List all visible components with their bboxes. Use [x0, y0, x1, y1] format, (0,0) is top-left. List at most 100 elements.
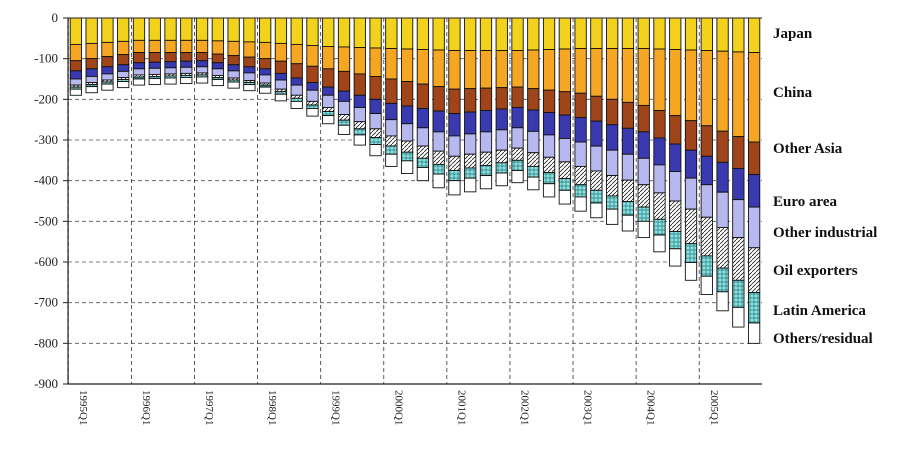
bar-segment-china [148, 39, 161, 54]
bar-segment-japan [243, 17, 256, 43]
bar-segment-other-industrial [432, 131, 445, 152]
bar-segment-japan [148, 17, 161, 41]
bar-segment-other-asia [195, 52, 209, 62]
bar-segment-china [274, 42, 288, 62]
bar-segment-japan [337, 17, 351, 48]
bar-segment-latin-america [637, 206, 650, 222]
x-tick-label: 2002Q1 [519, 390, 531, 425]
bar-segment-others-residual [684, 262, 698, 281]
bar-segment-euro-area [164, 61, 177, 69]
bar-segment-euro-area [195, 60, 209, 68]
bar-segment-other-industrial [132, 68, 146, 76]
bar-segment-oil-exporters [353, 121, 366, 130]
bar-segment-other-asia [495, 87, 508, 110]
bar-segment-oil-exporters [306, 100, 319, 106]
bar-segment-latin-america [385, 145, 398, 155]
bar-segment-china [290, 43, 303, 65]
bar-segment-china [385, 48, 398, 80]
bar-segment-other-asia [85, 58, 98, 70]
bar-segment-other-asia [464, 88, 477, 113]
bar-segment-others-residual [180, 77, 193, 85]
bar-segment-other-industrial [164, 67, 177, 75]
bar-segment-latin-america [542, 172, 556, 185]
bar-segment-japan [369, 17, 382, 49]
bar-segment-other-asia [117, 54, 130, 66]
bar-segment-euro-area [590, 120, 603, 147]
bar-segment-japan [227, 17, 240, 42]
x-tick-label: 2005Q1 [708, 390, 720, 425]
bar-segment-euro-area [117, 64, 130, 72]
bar-segment-other-industrial [684, 177, 698, 210]
bar-segment-other-asia [448, 88, 461, 115]
bar-segment-euro-area [448, 113, 461, 137]
bar-segment-china [243, 41, 256, 58]
bar-segment-other-industrial [479, 131, 493, 153]
bar-segment-other-industrial [669, 171, 682, 202]
bar-segment-japan [716, 17, 729, 52]
bar-segment-euro-area [148, 61, 161, 69]
bar-segment-china [716, 50, 729, 132]
bar-segment-latin-america [590, 189, 603, 204]
bar-segment-latin-america [684, 243, 698, 263]
bar-segment-other-asia [574, 92, 587, 119]
bar-segment-oil-exporters [732, 237, 745, 281]
bar-segment-latin-america [306, 104, 319, 109]
bar-segment-japan [117, 17, 130, 42]
bar-segment-other-industrial [101, 73, 114, 81]
x-tick-label: 2000Q1 [392, 390, 404, 425]
bar-segment-other-industrial [337, 100, 351, 116]
bar-segment-latin-america [416, 157, 430, 168]
bar-segment-other-industrial [385, 119, 398, 137]
bar-segment-china [511, 50, 524, 88]
bar-segment-others-residual [385, 153, 398, 167]
bar-segment-euro-area [432, 110, 445, 133]
bar-segment-japan [574, 17, 587, 49]
bar-segment-euro-area [369, 98, 382, 115]
bar-segment-oil-exporters [590, 170, 603, 191]
bar-segment-china [448, 50, 461, 90]
x-tick-label: 1997Q1 [203, 390, 215, 425]
bar-segment-others-residual [211, 79, 224, 87]
bar-segment-china [527, 49, 540, 90]
bar-segment-china [337, 46, 351, 72]
bar-segment-japan [637, 17, 650, 49]
bar-segment-other-asia [527, 88, 540, 111]
bar-segment-china [195, 39, 209, 54]
bar-segment-euro-area [290, 77, 303, 86]
legend-label-other-industrial: Other industrial [773, 225, 877, 241]
bar-segment-china [637, 48, 650, 106]
bar-segment-others-residual [369, 144, 382, 157]
bar-segment-other-asia [432, 86, 445, 112]
bar-segment-other-asia [590, 95, 603, 122]
bar-segment-japan [747, 17, 761, 54]
bar-segment-other-asia [69, 60, 83, 72]
bar-segment-china [227, 40, 240, 57]
bar-segment-other-industrial [732, 199, 745, 239]
bar-segment-other-asia [337, 70, 351, 92]
bar-segment-japan [101, 17, 114, 43]
legend-label-others-residual: Others/residual [773, 331, 873, 347]
bar-segment-china [259, 41, 272, 60]
bar-segment-other-industrial [448, 135, 461, 157]
bar-segment-others-residual [164, 77, 177, 85]
bar-segment-other-industrial [85, 76, 98, 84]
bar-segment-other-asia [211, 53, 224, 64]
bar-segment-japan [684, 17, 698, 51]
bar-segment-other-asia [227, 55, 240, 66]
bar-segment-euro-area [542, 112, 556, 136]
bar-segment-japan [464, 17, 477, 51]
x-tick-label: 1996Q1 [140, 390, 152, 425]
bar-segment-others-residual [101, 83, 114, 91]
bar-segment-other-asia [180, 52, 193, 62]
bar-segment-euro-area [274, 72, 288, 81]
bar-segment-latin-america [479, 164, 493, 177]
bar-segment-oil-exporters [574, 165, 587, 186]
bar-segment-japan [400, 17, 414, 50]
bar-segment-other-asia [511, 86, 524, 108]
bar-segment-oil-exporters [542, 156, 556, 173]
bar-segment-other-asia [542, 89, 556, 114]
bar-segment-other-asia [558, 91, 571, 116]
bar-segment-china [590, 48, 603, 97]
bar-segment-other-industrial [700, 184, 713, 218]
bar-segment-china [621, 48, 635, 103]
